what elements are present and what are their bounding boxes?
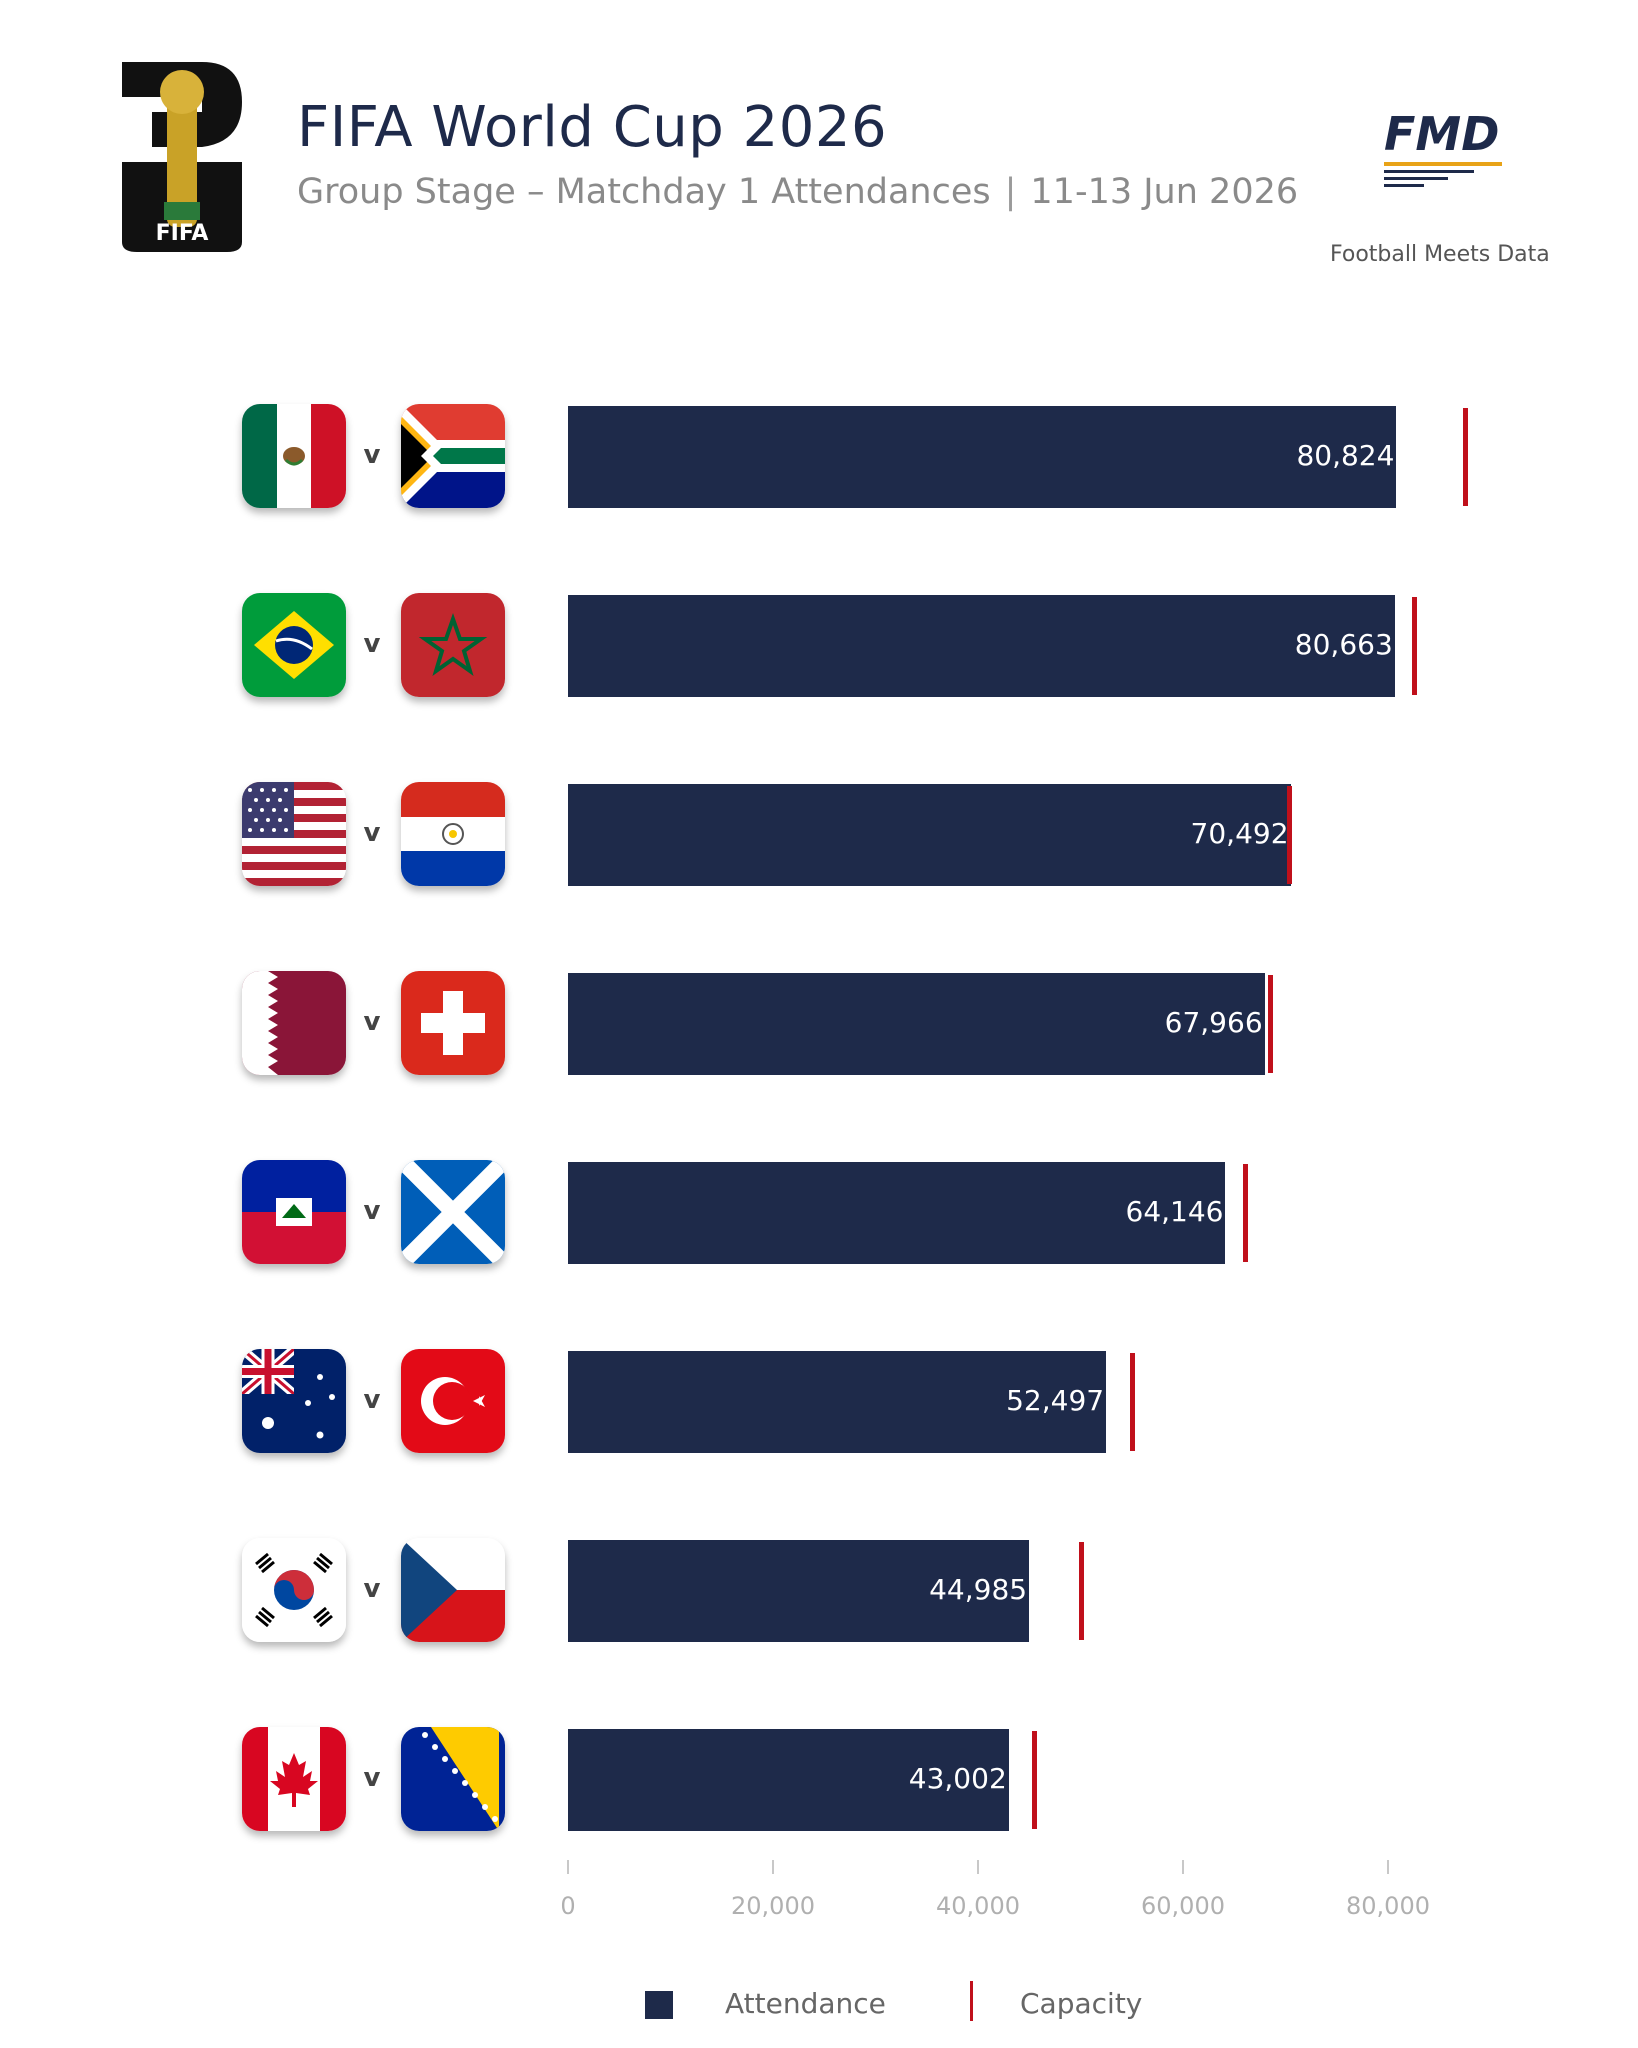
versus-label: v xyxy=(363,629,381,659)
attendance-bar xyxy=(568,973,1265,1075)
capacity-marker xyxy=(1129,1353,1135,1451)
match-row: v 43,002 xyxy=(0,1727,1638,1831)
capacity-marker xyxy=(1268,975,1274,1073)
attendance-bar xyxy=(568,595,1395,697)
x-axis-tick xyxy=(1387,1860,1389,1874)
x-axis-tick-label: 60,000 xyxy=(1141,1892,1225,1920)
attendance-value-label: 67,966 xyxy=(1164,1006,1263,1039)
capacity-marker xyxy=(1286,786,1292,884)
paraguay-flag-icon xyxy=(401,782,505,886)
south-korea-flag-icon xyxy=(242,1538,346,1642)
attendance-value-label: 44,985 xyxy=(929,1573,1028,1606)
match-row: v 70,492 xyxy=(0,782,1638,886)
attendance-value-label: 43,002 xyxy=(908,1762,1007,1795)
czechia-flag-icon xyxy=(401,1538,505,1642)
x-axis-tick-label: 80,000 xyxy=(1346,1892,1430,1920)
scotland-flag-icon xyxy=(401,1160,505,1264)
qatar-flag-icon xyxy=(242,971,346,1075)
fifa-world-cup-2026-logo: FIFA xyxy=(122,62,242,252)
attendance-bar xyxy=(568,1162,1226,1264)
canada-flag-icon xyxy=(242,1727,346,1831)
versus-label: v xyxy=(363,1385,381,1415)
x-axis-tick xyxy=(977,1860,979,1874)
switzerland-flag-icon xyxy=(401,971,505,1075)
match-row: v 64,146 xyxy=(0,1160,1638,1264)
attendance-bar xyxy=(568,784,1291,886)
attendance-bar xyxy=(568,1351,1107,1453)
versus-label: v xyxy=(363,1007,381,1037)
capacity-marker xyxy=(1462,408,1468,506)
versus-label: v xyxy=(363,1574,381,1604)
capacity-marker xyxy=(1411,597,1417,695)
attendance-value-label: 70,492 xyxy=(1190,817,1289,850)
attendance-value-label: 80,663 xyxy=(1294,628,1393,661)
legend-capacity-marker xyxy=(970,1981,973,2021)
match-row: v 67,966 xyxy=(0,971,1638,1075)
capacity-marker xyxy=(1032,1731,1038,1829)
legend-attendance-label: Attendance xyxy=(725,1987,886,2020)
attendance-bar xyxy=(568,1540,1030,1642)
x-axis-tick-label: 0 xyxy=(560,1892,576,1920)
subtitle-dates: 11-13 Jun 2026 xyxy=(1030,172,1299,212)
fmd-tagline: Football Meets Data xyxy=(1330,242,1550,267)
match-row: v 52,497 xyxy=(0,1349,1638,1453)
match-row: v 44,985 xyxy=(0,1538,1638,1642)
australia-flag-icon xyxy=(242,1349,346,1453)
legend: Attendance Capacity xyxy=(0,1975,1638,2035)
morocco-flag-icon xyxy=(401,593,505,697)
attendance-value-label: 52,497 xyxy=(1006,1384,1105,1417)
usa-flag-icon xyxy=(242,782,346,886)
x-axis-tick xyxy=(1182,1860,1184,1874)
capacity-marker xyxy=(1078,1542,1084,1640)
fmd-logo: FMD xyxy=(1384,108,1502,187)
match-row: v 80,663 xyxy=(0,593,1638,697)
subtitle-stage: Group Stage – Matchday 1 Attendances xyxy=(297,172,991,212)
versus-label: v xyxy=(363,1196,381,1226)
header: FIFA FIFA World Cup 2026 Group Stage – M… xyxy=(0,0,1638,290)
turkey-flag-icon xyxy=(401,1349,505,1453)
haiti-flag-icon xyxy=(242,1160,346,1264)
brazil-flag-icon xyxy=(242,593,346,697)
bosnia-flag-icon xyxy=(401,1727,505,1831)
versus-label: v xyxy=(363,1763,381,1793)
page-subtitle: Group Stage – Matchday 1 Attendances | 11-… xyxy=(297,172,1298,212)
attendance-value-label: 64,146 xyxy=(1125,1195,1224,1228)
fmd-logo-text: FMD xyxy=(1384,108,1499,161)
subtitle-separator: | xyxy=(1004,172,1017,212)
x-axis-tick-label: 40,000 xyxy=(936,1892,1020,1920)
attendance-value-label: 80,824 xyxy=(1296,439,1395,472)
mexico-flag-icon xyxy=(242,404,346,508)
fifa-logo-text: FIFA xyxy=(156,221,209,246)
versus-label: v xyxy=(363,818,381,848)
x-axis-tick-label: 20,000 xyxy=(731,1892,815,1920)
x-axis-tick xyxy=(567,1860,569,1874)
attendance-bar xyxy=(568,1729,1009,1831)
attendance-bar xyxy=(568,406,1397,508)
page-title: FIFA World Cup 2026 xyxy=(297,95,888,160)
match-row: v 80,824 xyxy=(0,404,1638,508)
south-africa-flag-icon xyxy=(401,404,505,508)
versus-label: v xyxy=(363,440,381,470)
capacity-marker xyxy=(1242,1164,1248,1262)
x-axis-tick xyxy=(772,1860,774,1874)
x-axis: 0 20,000 40,000 60,000 80,000 xyxy=(0,1860,1638,1920)
legend-capacity-label: Capacity xyxy=(1020,1987,1143,2020)
legend-attendance-swatch xyxy=(645,1991,673,2019)
